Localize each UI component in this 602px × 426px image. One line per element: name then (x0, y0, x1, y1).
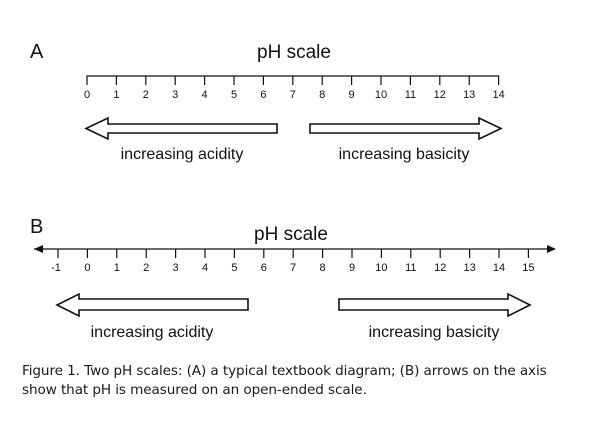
panel-b-tick-label: 3 (173, 262, 179, 274)
panel-b-tick-label: 8 (320, 262, 326, 274)
panel-b-tick-label: 12 (434, 262, 446, 274)
panel-a-acidity-label: increasing acidity (121, 146, 244, 163)
panel-b-tick-label: 0 (84, 262, 90, 274)
panel-b-tick-label: 5 (231, 262, 237, 274)
panel-b-acidity-arrow (55, 292, 249, 318)
panel-b-tick-label: 14 (493, 262, 505, 274)
panel-b: B pH scale -1 0 1 2 3 4 5 6 7 8 9 10 11 12 13 14 15 incr… (30, 216, 556, 341)
panel-b-tick-label: 6 (261, 262, 267, 274)
panel-a-tick-label: 3 (172, 89, 178, 101)
panel-b-tick-label: 4 (202, 262, 208, 274)
panel-b-acidity-label: increasing acidity (91, 324, 214, 341)
panel-b-tick-label: 1 (114, 262, 120, 274)
panel-a-tick-label: 5 (231, 89, 237, 101)
panel-a-ticks: 0 1 2 3 4 5 6 7 8 9 10 11 12 13 14 (84, 75, 505, 101)
panel-a-tick-label: 11 (405, 89, 416, 101)
panel-a-tick-label: 8 (319, 89, 325, 101)
panel-b-tick-label: 7 (290, 262, 296, 274)
panel-b-axis-right-arrowhead (547, 245, 556, 253)
panel-a-tick-label: 9 (349, 89, 355, 101)
panel-a-tick-label: 4 (202, 89, 208, 101)
panel-b-basicity-label: increasing basicity (369, 324, 500, 341)
panel-b-label: B (30, 216, 43, 238)
panel-b-tick-label: 9 (349, 262, 355, 274)
panel-a-tick-label: 13 (463, 89, 475, 101)
panel-a-tick-label: 10 (375, 89, 387, 101)
figure-caption: Figure 1. Two pH scales: (A) a typical t… (22, 363, 547, 398)
ph-scale-diagram: A pH scale 0 1 2 3 4 5 6 7 8 9 10 11 12 13 14 increasi… (30, 41, 556, 341)
panel-a-tick-label: 12 (434, 89, 446, 101)
panel-b-tick-label: 15 (522, 262, 534, 274)
panel-a-tick-label: 6 (260, 89, 266, 101)
panel-a-tick-label: 2 (143, 89, 149, 101)
panel-a-acidity-arrow (84, 116, 278, 141)
panel-a-basicity-label: increasing basicity (339, 146, 470, 163)
panel-a-tick-label: 14 (492, 89, 504, 101)
panel-a-basicity-arrow (309, 116, 503, 141)
panel-b-tick-label: 13 (463, 262, 475, 274)
panel-b-basicity-arrow (338, 292, 532, 318)
panel-a-label: A (30, 41, 44, 63)
panel-b-title: pH scale (254, 224, 328, 245)
panel-b-tick-label: -1 (51, 262, 61, 274)
panel-b-tick-label: 11 (405, 262, 416, 274)
panel-a-tick-label: 0 (84, 89, 90, 101)
panel-b-axis-left-arrowhead (34, 245, 43, 253)
panel-b-tick-label: 10 (375, 262, 387, 274)
panel-b-ticks: -1 0 1 2 3 4 5 6 7 8 9 10 11 12 13 14 15 (51, 248, 535, 274)
panel-a-tick-label: 1 (113, 89, 119, 101)
panel-b-tick-label: 2 (143, 262, 149, 274)
panel-a-tick-label: 7 (290, 89, 296, 101)
panel-a: A pH scale 0 1 2 3 4 5 6 7 8 9 10 11 12 13 14 increasi… (30, 41, 505, 163)
panel-a-title: pH scale (257, 42, 331, 63)
